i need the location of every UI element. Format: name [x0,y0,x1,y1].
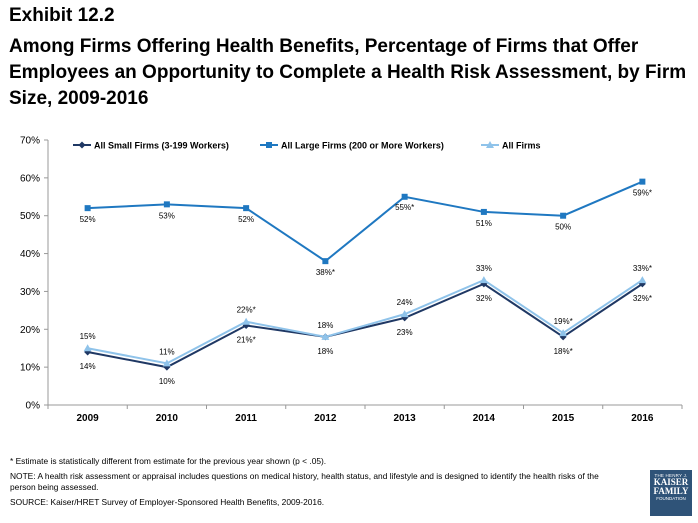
legend-marker [266,142,272,148]
logo-line-1: THE HENRY J. [654,473,688,478]
x-tick-label: 2014 [473,413,496,424]
legend-label: All Large Firms (200 or More Workers) [281,141,444,151]
data-point [639,178,646,185]
large-firms-data-label: 38%* [316,268,335,277]
y-tick-label: 20% [20,325,40,336]
data-point [84,205,91,212]
legend-label: All Small Firms (3-199 Workers) [94,141,229,151]
all-firms-data-label: 15% [80,332,96,341]
large-firms-data-label: 50% [555,223,571,232]
large-firms-data-label: 59%* [633,189,652,198]
data-point [560,212,567,219]
y-tick-label: 30% [20,287,40,298]
series-line-0 [87,282,643,369]
x-tick-label: 2009 [77,413,100,424]
large-firms-data-label: 51% [476,219,492,228]
all-firms-data-label: 19%* [554,317,573,326]
data-point [480,208,487,215]
data-point [401,193,408,200]
small-firms-data-label: 18% [317,347,333,356]
logo-line-3: FAMILY [653,486,689,496]
data-point [321,332,330,340]
data-point [242,317,251,325]
small-firms-data-label: 32%* [633,294,652,303]
y-tick-label: 60% [20,173,40,184]
legend-marker [78,141,86,149]
exhibit-number: Exhibit 12.2 [9,5,115,26]
x-tick-label: 2013 [394,413,417,424]
chart-title: Among Firms Offering Health Benefits, Pe… [9,36,687,109]
small-firms-data-label: 23% [397,328,413,337]
y-tick-label: 0% [26,401,41,412]
x-tick-label: 2010 [156,413,179,424]
data-point [163,201,170,208]
all-firms-data-label: 33%* [633,264,652,273]
data-point [162,359,171,367]
all-firms-data-label: 24% [397,298,413,307]
legend-marker [486,141,494,148]
all-firms-data-label: 33% [476,264,492,273]
y-tick-label: 50% [20,211,40,222]
data-point [83,344,92,352]
data-point [479,276,488,284]
source-note: SOURCE: Kaiser/HRET Survey of Employer-S… [10,496,325,507]
logo-line-2: KAISER [653,477,689,487]
large-firms-data-label: 52% [80,215,96,224]
data-point [400,310,409,318]
all-firms-data-label: 11% [159,347,174,356]
all-firms-data-label: 22%* [237,306,256,315]
x-tick-label: 2011 [235,413,257,424]
y-tick-label: 70% [20,136,40,147]
x-tick-label: 2016 [631,413,654,424]
series-line-1 [87,180,643,263]
small-firms-data-label: 21%* [237,336,256,345]
small-firms-data-label: 18%* [554,347,573,356]
line-chart: 0% 10% 20% 30% 40% 50% 60% 70% 2009 2010 2011 2012 2… [20,136,683,424]
y-tick-label: 10% [20,363,40,374]
footnotes: * Estimate is statistically different fr… [10,456,610,511]
x-tick-label: 2012 [314,413,337,424]
kff-logo: THE HENRY J. KAISER FAMILY FOUNDATION [650,470,692,516]
logo-line-4: FOUNDATION [656,496,686,501]
small-firms-data-label: 32% [476,294,492,303]
large-firms-data-label: 55%* [395,203,414,212]
legend-label: All Firms [502,141,541,151]
large-firms-data-label: 53% [159,211,175,220]
small-firms-data-label: 14% [80,362,96,371]
asterisk-note: * Estimate is statistically different fr… [10,456,327,466]
data-point [243,205,250,212]
data-point [638,276,647,284]
large-firms-data-label: 52% [238,215,254,224]
small-firms-data-label: 10% [159,377,175,386]
definition-note: NOTE: A health risk assessment or apprai… [10,470,599,493]
x-tick-label: 2015 [552,413,575,424]
series-line-2 [87,278,643,365]
data-point [322,258,329,265]
data-point [559,329,568,337]
all-firms-data-label: 18% [317,321,333,330]
y-tick-label: 40% [20,249,40,260]
